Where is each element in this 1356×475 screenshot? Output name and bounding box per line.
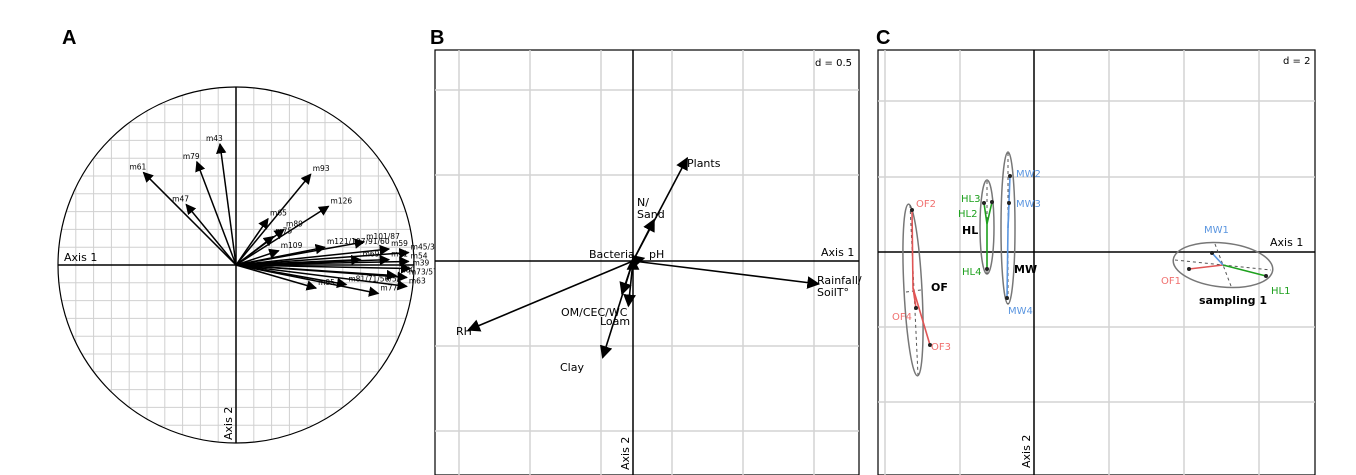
panel-c-frame xyxy=(877,49,1316,475)
sample-points xyxy=(910,174,1268,347)
panel-c-scale-label: d = 2 xyxy=(1283,56,1310,67)
variable-label: N/ xyxy=(637,196,649,209)
loading-arrow xyxy=(195,160,237,266)
loading-arrow xyxy=(235,235,275,266)
panel-b-grid xyxy=(435,50,859,475)
arrow-label: m59 xyxy=(391,239,408,248)
panel-c-axis2-label: Axis 2 xyxy=(1020,435,1033,468)
arrow-label: m54 xyxy=(411,251,428,260)
arrow-label: m60 xyxy=(398,266,415,275)
arrow-label: m63 xyxy=(409,276,426,285)
loading-arrow xyxy=(235,247,410,266)
panel-b: Axis 1 Axis 2 d = 0.5 Plants N/Sand pH Bact… xyxy=(434,49,862,475)
panel-b-scale-label: d = 0.5 xyxy=(815,58,852,69)
loading-arrow xyxy=(235,248,280,266)
label-of2: OF2 xyxy=(916,199,936,210)
variable-label: Sand xyxy=(637,208,665,221)
variable-arrow xyxy=(632,260,821,289)
ellipse-of xyxy=(902,203,924,377)
loading-arrow xyxy=(235,173,312,266)
variable-label: Plants xyxy=(687,157,721,170)
arrow-label: m77 xyxy=(380,283,397,292)
arrow-label: m69 xyxy=(363,250,380,259)
arrow-label: m101/87 xyxy=(366,232,400,241)
arrow-label: m45/33 xyxy=(411,243,440,252)
loading-arrow xyxy=(235,238,366,266)
panel-a-arrows: m61m79m43m47m65m93m89m126m75m109m121/107… xyxy=(129,134,440,297)
group-label-sampling-1: sampling 1 xyxy=(1199,294,1267,307)
panel-a: Axis 1 Axis 2 m61m79m43m47m65m93m89m126m… xyxy=(57,86,440,444)
variable-label: Bacteria xyxy=(589,248,635,261)
loading-arrow xyxy=(235,256,410,267)
variable-arrow xyxy=(599,260,634,359)
panel-c: Axis 1 Axis 2 d = 2 xyxy=(877,49,1316,475)
loading-arrow xyxy=(235,263,412,274)
loading-arrow xyxy=(235,205,330,266)
label-mw3: MW3 xyxy=(1016,199,1041,210)
panel-c-axis1-label: Axis 1 xyxy=(1270,236,1303,249)
arrow-label: m75 xyxy=(275,227,292,236)
panel-label-a: A xyxy=(62,27,76,49)
label-mw2: MW2 xyxy=(1016,169,1041,180)
variable-label: RH xyxy=(456,325,472,338)
label-of3: OF3 xyxy=(931,342,951,353)
arrow-label: m43 xyxy=(206,134,223,143)
panel-a-axis2-label: Axis 2 xyxy=(222,407,235,440)
arrow-label: m79 xyxy=(183,152,200,161)
panel-c-grid xyxy=(878,50,1315,475)
variable-label: SoilT° xyxy=(817,286,849,299)
panel-label-b: B xyxy=(430,27,444,49)
loading-arrow xyxy=(235,264,408,283)
arrow-label: m89 xyxy=(286,219,303,228)
variable-label: Clay xyxy=(560,361,584,374)
variable-arrow xyxy=(467,260,634,332)
arrow-label: m39 xyxy=(412,259,429,268)
arrow-label: m41 xyxy=(391,250,408,259)
group-label-hl: HL xyxy=(962,224,978,237)
arrow-label: m73/57 xyxy=(409,267,438,276)
label-mw4: MW4 xyxy=(1008,306,1033,317)
loading-arrow xyxy=(216,142,237,266)
loading-arrow xyxy=(185,203,237,266)
panel-b-axis2-label: Axis 2 xyxy=(619,437,632,470)
loading-arrow xyxy=(235,264,408,291)
arrow-label: m47 xyxy=(172,194,189,203)
panel-b-axis1-label: Axis 1 xyxy=(821,246,854,259)
label-of1: OF1 xyxy=(1161,276,1181,287)
ellipse-sampling-1 xyxy=(1172,241,1274,289)
variable-arrow xyxy=(623,260,636,308)
label-of4: OF4 xyxy=(892,312,912,323)
label-hl4: HL4 xyxy=(962,267,981,278)
label-hl3: HL3 xyxy=(961,194,980,205)
variable-arrow xyxy=(632,218,655,262)
label-hl2: HL2 xyxy=(958,209,977,220)
panel-b-arrows: Plants N/Sand pH Bacteria Rainfall/SoilT° RH O… xyxy=(456,156,862,374)
loading-arrow xyxy=(142,171,237,266)
panel-label-c: C xyxy=(876,27,890,49)
loading-arrow xyxy=(235,264,380,297)
loading-arrow xyxy=(235,244,391,266)
arrow-label: m109 xyxy=(281,241,303,250)
variable-label: Loam xyxy=(600,315,630,328)
variable-label: pH xyxy=(649,248,664,261)
loading-arrow xyxy=(235,264,318,291)
loading-arrow xyxy=(235,217,269,266)
panel-a-axis1-label: Axis 1 xyxy=(64,251,97,264)
group-label-of: OF xyxy=(931,281,948,294)
arrow-label: m81/71/56/51 xyxy=(348,275,401,284)
group-label-mw: MW xyxy=(1014,263,1037,276)
arrow-label: m126 xyxy=(331,196,353,205)
label-mw1: MW1 xyxy=(1204,225,1229,236)
variable-label: OM/CEC/WC xyxy=(561,306,628,319)
arrow-label: m93 xyxy=(313,164,330,173)
arrow-label: m61 xyxy=(129,162,146,171)
variable-label: Rainfall/ xyxy=(817,274,862,287)
label-hl1: HL1 xyxy=(1271,286,1290,297)
